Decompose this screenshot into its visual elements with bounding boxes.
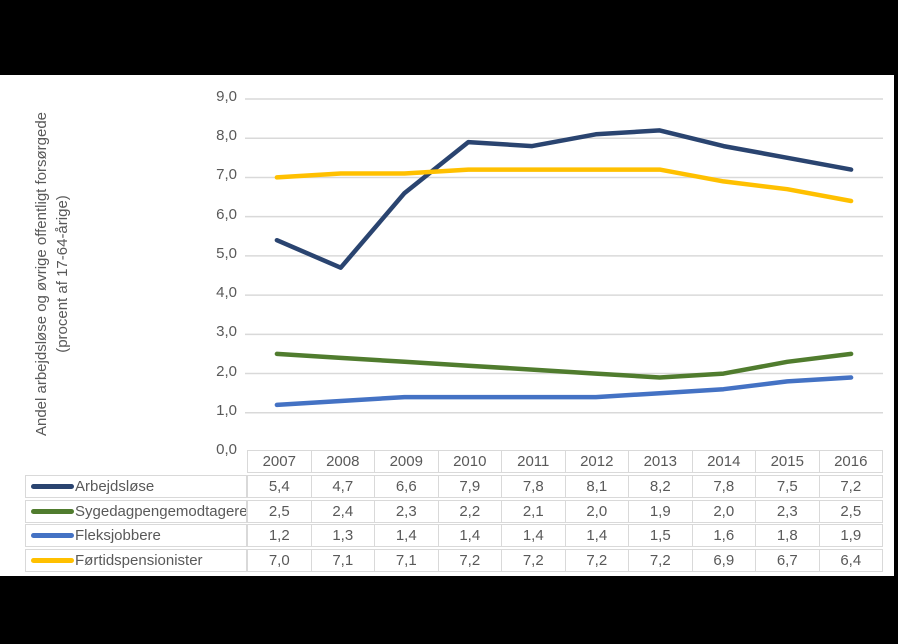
value-cell: 6,9: [691, 550, 756, 572]
value-cell: 6,7: [755, 550, 819, 572]
y-tick-label: 6,0: [216, 205, 237, 223]
value-cell: 1,9: [818, 525, 883, 547]
legend-line-swatch-icon: [31, 533, 74, 539]
legend-label: Førtidspensionister: [75, 552, 203, 570]
year-header-cell: 2012: [564, 451, 629, 472]
value-cell: 7,0: [268, 552, 290, 570]
legend-label: Sygedagpengemodtagere: [75, 502, 247, 520]
value-cell: 2,3: [374, 500, 438, 522]
value-cell: 7,2: [501, 550, 565, 572]
series-line-foertidspensionister: [274, 167, 854, 204]
y-tick-label: 0,0: [216, 441, 237, 458]
legend-label: Arbejdsløse: [75, 477, 155, 495]
value-cell: 7,8: [691, 475, 756, 497]
legend-cell-sygedagpengemodtagere: Sygedagpengemodtagere: [25, 499, 247, 523]
line-chart-svg: [245, 98, 883, 414]
value-cell: 5,4: [268, 477, 290, 495]
value-cells: 7,0 7,1 7,1 7,2 7,2 7,2 7,2 6,9 6,7 6,4: [247, 549, 883, 573]
legend-line-swatch-icon: [31, 508, 74, 514]
value-cell: 1,4: [501, 525, 565, 547]
value-cell: 7,8: [501, 475, 565, 497]
data-table: 2007 2008 2009 2010 2011 2012 2013 2014 2015 2016…: [25, 450, 883, 574]
value-cell: 1,8: [755, 525, 819, 547]
year-header-cell: 2009: [374, 451, 438, 472]
value-cell: 2,3: [755, 500, 819, 522]
y-axis-title-line1: Andel arbejdsløse og øvrige offentligt f…: [33, 111, 50, 437]
value-cell: 1,4: [374, 525, 438, 547]
value-cell: 7,5: [755, 475, 819, 497]
table-row: Førtidspensionister 7,0 7,1 7,1 7,2 7,2 7,2 7,2…: [25, 549, 883, 573]
table-row: Sygedagpengemodtagere 2,5 2,4 2,3 2,2 2,1 2,0 1…: [25, 499, 883, 523]
value-cell: 1,4: [564, 525, 629, 547]
value-cell: 1,6: [691, 525, 756, 547]
year-header-cell: 2008: [310, 451, 375, 472]
legend-line-swatch-icon: [31, 558, 74, 564]
series-line-sygedagpengemodtagere: [274, 351, 854, 380]
legend-cell-fleksjobbere: Fleksjobbere: [25, 524, 247, 548]
value-cell: 1,2: [268, 527, 290, 545]
value-cell: 2,4: [310, 500, 375, 522]
value-cell: 2,0: [564, 500, 629, 522]
table-row: Arbejdsløse 5,4 4,7 6,6 7,9 7,8 8,1 8,2 7,8 7,5 7,…: [25, 474, 883, 498]
legend-cell-arbejdsloese: Arbejdsløse: [25, 474, 247, 498]
y-tick-label: 3,0: [216, 323, 237, 341]
value-cell: 7,2: [437, 550, 502, 572]
y-tick-label: 5,0: [216, 244, 237, 262]
value-cell: 7,1: [374, 550, 438, 572]
year-header-cells: 2007 2008 2009 2010 2011 2012 2013 2014 2015 2016: [247, 450, 883, 473]
series-line-fleksjobbere: [274, 375, 854, 408]
value-cell: 6,6: [374, 475, 438, 497]
value-cell: 2,1: [501, 500, 565, 522]
value-cells: 1,2 1,3 1,4 1,4 1,4 1,4 1,5 1,6 1,8 1,9: [247, 524, 883, 548]
y-axis-title-line2: (procent af 17-64-årige): [54, 195, 71, 353]
chart-area: Andel arbejdsløse og øvrige offentligt f…: [0, 75, 894, 576]
value-cell: 7,1: [310, 550, 375, 572]
value-cell: 8,1: [564, 475, 629, 497]
legend-line-swatch-icon: [31, 483, 74, 489]
year-header-cell: 2007: [262, 453, 296, 470]
legend-label: Fleksjobbere: [75, 527, 161, 545]
year-header-cell: 2013: [628, 451, 692, 472]
year-header-cell: 2016: [818, 451, 883, 472]
value-cell: 2,2: [437, 500, 502, 522]
y-tick-label: 1,0: [216, 401, 237, 419]
value-cell: 2,5: [818, 500, 883, 522]
value-cell: 1,9: [628, 500, 692, 522]
value-cell: 8,2: [628, 475, 692, 497]
legend-spacer: [25, 450, 247, 473]
legend-cell-foertidspensionister: Førtidspensionister: [25, 549, 247, 573]
year-header-cell: 2014: [691, 451, 756, 472]
y-tick-label: 7,0: [216, 166, 237, 184]
value-cell: 4,7: [310, 475, 375, 497]
y-tick-label: 9,0: [216, 88, 237, 105]
y-tick-label: 8,0: [216, 127, 237, 145]
value-cell: 1,5: [628, 525, 692, 547]
value-cell: 7,2: [818, 475, 883, 497]
series-line-arbejdsloese: [274, 128, 854, 270]
table-row: Fleksjobbere 1,2 1,3 1,4 1,4 1,4 1,4 1,5 1,6 1,8 1…: [25, 524, 883, 548]
value-cells: 5,4 4,7 6,6 7,9 7,8 8,1 8,2 7,8 7,5 7,2: [247, 474, 883, 498]
value-cell: 2,5: [268, 502, 290, 520]
year-header-cell: 2010: [437, 451, 502, 472]
value-cells: 2,5 2,4 2,3 2,2 2,1 2,0 1,9 2,0 2,3 2,5: [247, 499, 883, 523]
value-cell: 7,2: [564, 550, 629, 572]
value-cell: 7,9: [437, 475, 502, 497]
value-cell: 7,2: [628, 550, 692, 572]
value-cell: 1,3: [310, 525, 375, 547]
y-tick-label: 2,0: [216, 362, 237, 380]
value-cell: 2,0: [691, 500, 756, 522]
table-header-row: 2007 2008 2009 2010 2011 2012 2013 2014 2015 2016: [25, 450, 883, 473]
year-header-cell: 2015: [755, 451, 819, 472]
y-axis-title: Andel arbejdsløse og øvrige offentligt f…: [31, 24, 73, 524]
y-tick-label: 4,0: [216, 284, 237, 302]
value-cell: 1,4: [437, 525, 502, 547]
year-header-cell: 2011: [501, 451, 565, 472]
value-cell: 6,4: [818, 550, 883, 572]
